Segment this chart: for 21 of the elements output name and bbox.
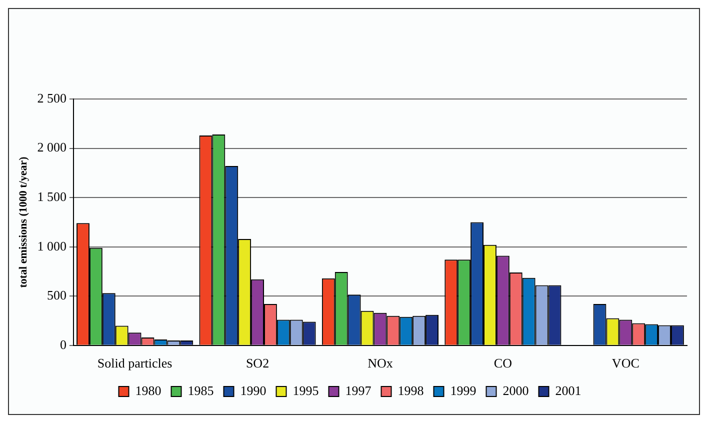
x-tick-label: CO <box>494 356 512 371</box>
x-tick-label: SO2 <box>246 356 270 371</box>
legend-label: 1999 <box>450 382 476 398</box>
x-tick-label: Solid particles <box>97 356 172 371</box>
y-tick-label: 500 <box>46 288 66 303</box>
y-tick-label: 2 000 <box>37 140 66 155</box>
x-tick-label: NOx <box>368 356 394 371</box>
y-tick-label: 1 000 <box>37 238 66 254</box>
y-axis-title: total emissions (1000 t/year) <box>17 156 30 288</box>
x-tick-label: VOC <box>612 356 640 371</box>
legend-label: 2000 <box>502 382 529 398</box>
legend-label: 1998 <box>398 382 424 398</box>
legend-label: 1990 <box>240 382 266 398</box>
legend-label: 2001 <box>555 382 582 398</box>
legend-label: 1985 <box>188 382 214 398</box>
legend-label: 1995 <box>292 382 319 398</box>
legend-label: 1997 <box>345 382 372 398</box>
y-tick-label: 2 500 <box>37 90 66 106</box>
legend-label: 1980 <box>135 382 162 398</box>
y-tick-label: 1 500 <box>37 188 66 204</box>
y-tick-label: 0 <box>60 336 66 352</box>
